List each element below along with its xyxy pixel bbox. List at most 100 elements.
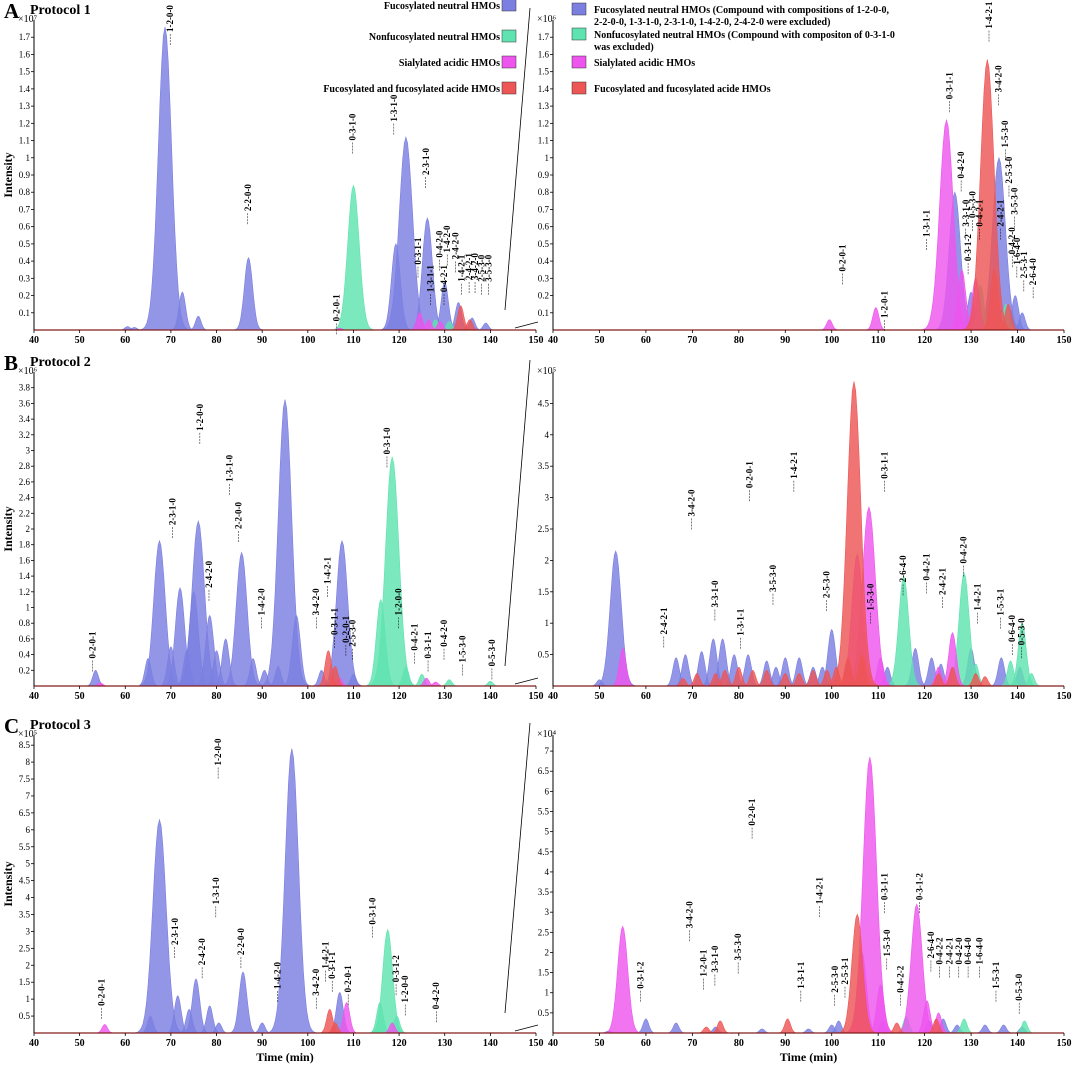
y-tick-label: 3.5 (538, 461, 550, 471)
y-tick-label: 0.2 (19, 665, 30, 675)
left-exponent: ×10⁶ (18, 366, 38, 377)
peak-label: 2-3-1-0 (167, 498, 177, 525)
y-tick-label: 0.5 (19, 1011, 31, 1021)
peak-label: 2-4-2-0 (197, 938, 207, 965)
peak-label: 3-5-3-0 (733, 933, 743, 960)
peak (330, 184, 377, 331)
y-tick-label: 2 (26, 524, 31, 534)
peak-label: 3-5-3-0 (1010, 187, 1020, 214)
peak-label: 1-3-1-0 (225, 454, 235, 481)
y-tick-label: 0.6 (538, 222, 550, 232)
y-tick-label: 4.5 (538, 398, 550, 408)
x-tick-label: 90 (257, 1038, 267, 1049)
right-exponent: ×10⁶ (537, 14, 557, 25)
x-tick-label: 100 (300, 691, 315, 702)
legend-swatch (501, 81, 517, 95)
panel-letter: A (4, 0, 20, 23)
x-tick-label: 40 (29, 691, 39, 702)
peak-label: 3-3-1-0 (710, 580, 720, 607)
peak-label: 2-5-3-0 (821, 571, 831, 598)
x-tick-label: 120 (392, 335, 407, 346)
zoom-connector (504, 7, 531, 311)
y-tick-label: 1.7 (19, 32, 31, 42)
y-tick-label: 1.4 (538, 84, 550, 94)
peak-label: 2-4-2-0 (450, 232, 460, 259)
y-tick-label: 3.5 (538, 887, 550, 897)
legend-swatch (571, 55, 587, 69)
peak-label: 3-4-2-0 (470, 253, 480, 280)
y-tick-label: 4 (545, 430, 550, 440)
legend-label: was excluded) (594, 42, 654, 53)
y-tick-label: 8.5 (19, 740, 31, 750)
peak-label: 0-5-3-0 (487, 639, 497, 666)
x-tick-label: 130 (437, 335, 452, 346)
y-tick-label: 0.3 (19, 273, 31, 283)
y-tick-label: 7 (26, 791, 31, 801)
x-tick-label: 90 (780, 691, 790, 702)
x-tick-label: 110 (871, 335, 885, 346)
peak-label: 2-6-4-0 (926, 931, 936, 958)
peak-label: 0-2-0-1 (332, 294, 342, 321)
peak-label: 2-5-3-0 (1004, 156, 1014, 183)
peak-label: 1-3-1-0 (211, 877, 221, 904)
x-tick-label: 130 (964, 691, 979, 702)
x-tick-label: 150 (529, 335, 544, 346)
legend-label: Sialylated acidic HMOs (594, 58, 695, 69)
y-tick-label: 1.5 (19, 977, 31, 987)
peak-label: 2-3-1-0 (421, 148, 431, 175)
y-tick-label: 2.5 (538, 927, 550, 937)
chart-B-left: 0.2 0.4 0.6 0.8 1 1.2 1.4 1.6 1.8 2 2.2 2.4 2.6 2.8 3 3… (19, 372, 544, 702)
x-tick-label: 50 (75, 335, 85, 346)
chart-A-left: 0.1 0.2 0.3 0.4 0.5 0.6 0.7 0.8 0.9 1 1.1 1.2 1.3 1.4… (19, 5, 544, 346)
y-tick-label: 3.2 (19, 430, 30, 440)
x-tick-label: 40 (29, 1038, 39, 1049)
y-tick-label: 4 (26, 893, 31, 903)
peak-label: 0-2-0-1 (341, 615, 351, 642)
x-tick-label: 70 (166, 335, 176, 346)
y-tick-label: 3.4 (19, 414, 31, 424)
zoom-connector (514, 677, 539, 685)
peak-label: 1-4-2-1 (320, 941, 330, 968)
peak-label: 0-5-3-0 (968, 191, 978, 218)
peak-label: 2-2-0-0 (236, 928, 246, 955)
x-tick-label: 60 (641, 335, 651, 346)
x-tick-label: 70 (687, 691, 697, 702)
y-tick-label: 3 (26, 446, 31, 456)
peak-label: 1-3-1-1 (735, 608, 745, 635)
peak-label: 0-3-1-2 (636, 961, 646, 988)
y-tick-label: 7.5 (19, 774, 31, 784)
y-tick-label: 6.5 (538, 766, 550, 776)
x-tick-label: 50 (75, 1038, 85, 1049)
panel-title: Protocol 1 (30, 3, 91, 18)
legend-swatch (501, 29, 517, 43)
legend-label: 2-2-0-0, 1-3-1-0, 2-3-1-0, 1-4-2-0, 2-4-… (594, 17, 830, 28)
zoom-connector (514, 321, 539, 329)
y-tick-label: 1.8 (19, 540, 31, 550)
peak-label: 1-4-2-1 (456, 254, 466, 281)
peak-label: 1-5-3-0 (866, 583, 876, 610)
y-tick-label: 2 (26, 960, 31, 970)
legend-swatch (501, 55, 517, 69)
y-tick-label: 1.4 (19, 571, 31, 581)
legend-label: Fucosylated and fucosylated acide HMOs (594, 84, 771, 95)
peak-label: 2-5-3-0 (476, 254, 486, 281)
peak-label: 0-4-2-0 (956, 151, 966, 178)
peak (138, 26, 192, 331)
peak-label: 3-5-3-0 (483, 254, 493, 281)
peak (974, 1024, 996, 1034)
x-tick-label: 70 (166, 1038, 176, 1049)
peak-label: 1-5-3-1 (991, 961, 1001, 988)
panel-header-C: C Protocol 3 Intensity ×10⁵ ×10⁴ (1, 714, 557, 907)
peak-label: 0-2-0-1 (97, 978, 107, 1005)
legend-swatch (571, 27, 587, 41)
y-tick-label: 1 (545, 618, 550, 628)
y-tick-label: 6 (545, 786, 550, 796)
peak-label: 1-2-0-0 (165, 5, 175, 32)
peak-label: 1-2-0-0 (393, 588, 403, 615)
peak (883, 575, 924, 687)
peak-label: 0-2-0-1 (88, 631, 98, 658)
peak-label: 0-3-1-1 (329, 607, 339, 634)
y-tick-label: 2.5 (19, 943, 31, 953)
x-tick-label: 90 (257, 335, 267, 346)
peak (479, 680, 501, 687)
